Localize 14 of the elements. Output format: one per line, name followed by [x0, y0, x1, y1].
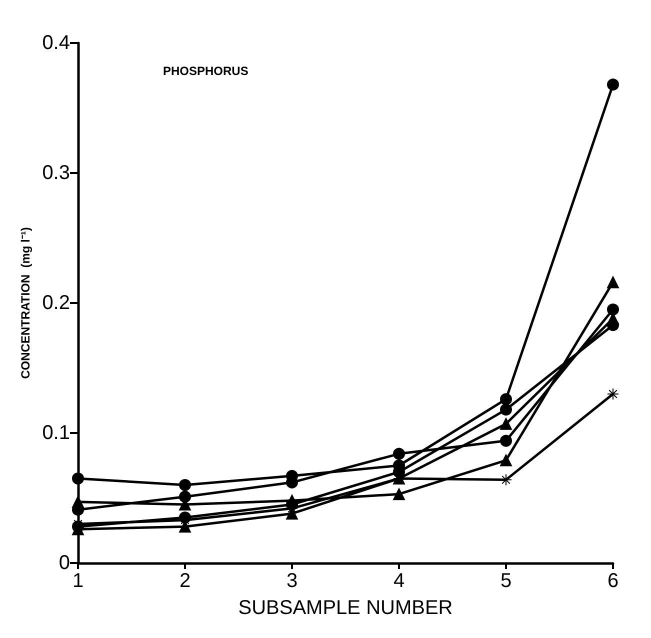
text: PHOSPHORUS: [163, 64, 248, 78]
x-tick-label: 4: [393, 570, 405, 592]
x-tick-label: 5: [500, 570, 512, 592]
y-tick-label: 0.4: [42, 32, 70, 54]
y-tick-label: 0: [58, 552, 70, 574]
x-tick-label: 2: [179, 570, 191, 592]
y-tick-label: 0.3: [42, 162, 70, 184]
y-axis-title: CONCENTRATION (mg l⁻¹): [18, 227, 32, 379]
y-tick-label: 0.1: [42, 422, 70, 444]
x-tick-label: 6: [607, 570, 619, 592]
x-tick-label: 3: [286, 570, 298, 592]
x-axis-title: SUBSAMPLE NUMBER: [238, 597, 453, 619]
y-tick-label: 0.2: [42, 292, 70, 314]
x-tick-label: 1: [72, 570, 84, 592]
